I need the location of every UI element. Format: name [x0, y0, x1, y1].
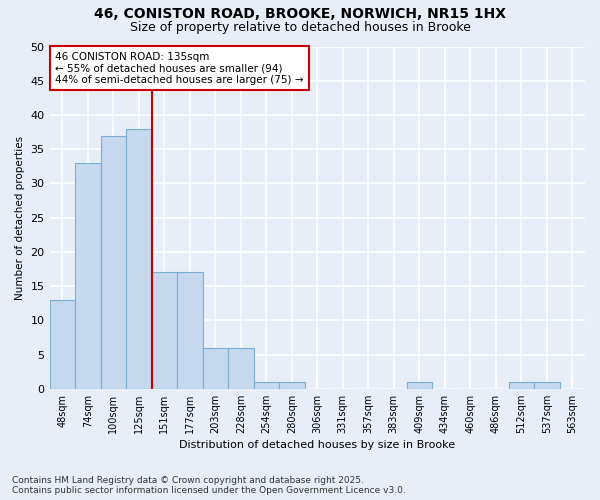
Bar	[152, 272, 177, 389]
Bar	[75, 163, 101, 389]
Text: 46 CONISTON ROAD: 135sqm
← 55% of detached houses are smaller (94)
44% of semi-d: 46 CONISTON ROAD: 135sqm ← 55% of detach…	[55, 52, 304, 85]
Bar	[534, 382, 560, 389]
Bar	[407, 382, 432, 389]
Text: 46, CONISTON ROAD, BROOKE, NORWICH, NR15 1HX: 46, CONISTON ROAD, BROOKE, NORWICH, NR15…	[94, 8, 506, 22]
Bar	[126, 128, 152, 389]
Bar	[50, 300, 75, 389]
Bar	[228, 348, 254, 389]
Bar	[509, 382, 534, 389]
Bar	[279, 382, 305, 389]
Bar	[203, 348, 228, 389]
Bar	[101, 136, 126, 389]
Bar	[254, 382, 279, 389]
Text: Size of property relative to detached houses in Brooke: Size of property relative to detached ho…	[130, 21, 470, 34]
Bar	[177, 272, 203, 389]
Y-axis label: Number of detached properties: Number of detached properties	[15, 136, 25, 300]
Text: Contains HM Land Registry data © Crown copyright and database right 2025.
Contai: Contains HM Land Registry data © Crown c…	[12, 476, 406, 495]
X-axis label: Distribution of detached houses by size in Brooke: Distribution of detached houses by size …	[179, 440, 455, 450]
